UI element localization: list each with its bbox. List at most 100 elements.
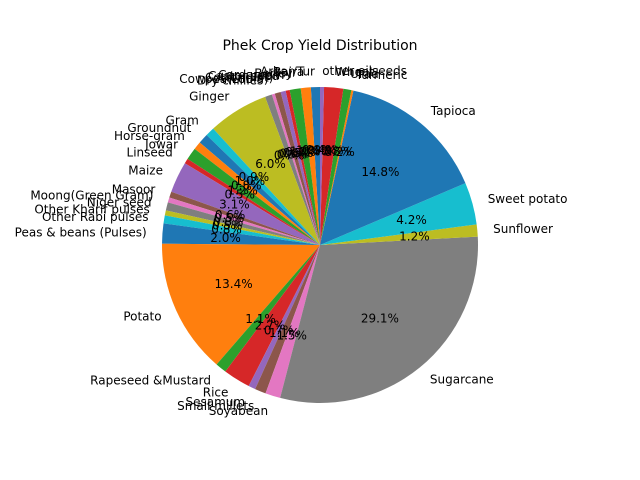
percent-label-other-rabi-pulses: 0.8%	[211, 223, 242, 237]
slice-other-rabi-pulses	[163, 215, 320, 245]
category-label-rice: Rice	[203, 386, 229, 400]
chart-title: Phek Crop Yield Distribution	[222, 38, 417, 54]
category-label-soyabean: Soyabean	[209, 404, 268, 418]
percent-label-rice: 2.7%	[255, 319, 286, 333]
slice-jowar	[187, 148, 320, 245]
slice-sesamum	[248, 245, 320, 390]
slice-small-millets	[255, 245, 320, 394]
percent-label-small-millets: 1.1%	[269, 326, 300, 340]
percent-label-cowpea-lobia: 0.3%	[277, 147, 308, 161]
slice-cotton-lint	[274, 91, 320, 245]
category-label-maize: Maize	[128, 163, 163, 177]
slice-horse-gram	[194, 142, 320, 245]
slice-niger-seed	[165, 202, 320, 245]
category-label-cardamom: Cardamom	[218, 68, 284, 82]
category-label-rapeseed-mustard: Rapeseed &Mustard	[90, 373, 211, 387]
slice-other-oilseeds	[320, 86, 325, 245]
percent-label-turmeric: 0.2%	[324, 145, 355, 159]
category-label-small-millets: Small millets	[177, 399, 254, 413]
percent-label-peas-beans-pulses: 2.0%	[210, 231, 241, 245]
slice-soyabean	[265, 245, 320, 398]
percent-label-horse-gram: 0.8%	[231, 178, 262, 192]
category-label-other-oilseeds: other oilseeds	[322, 64, 407, 78]
category-label-moong-green-gram: Moong(Green Gram)	[30, 189, 153, 203]
slice-tapioca	[320, 90, 466, 245]
slice-arhar-tur	[310, 87, 320, 245]
category-label-niger-seed: Niger seed	[87, 196, 152, 210]
slice-peas-beans-pulses	[162, 223, 320, 245]
percent-label-castor-seed: 0.5%	[283, 146, 314, 160]
category-label-masoor: Masoor	[112, 183, 156, 197]
category-label-other-kharif-pulses: Other Kharif pulses	[34, 203, 149, 217]
category-label-peas-beans-pulses: Peas & beans (Pulses)	[15, 225, 147, 239]
slice-sugarcane	[280, 236, 479, 404]
slice-cardamom	[285, 89, 320, 246]
category-label-linseed: Linseed	[127, 146, 173, 160]
percent-label-masoor: 0.6%	[215, 208, 246, 222]
percent-label-maize: 3.1%	[219, 197, 250, 211]
category-label-sugarcane: Sugarcane	[430, 373, 494, 387]
category-label-ginger: Ginger	[189, 90, 229, 104]
percent-label-sweet-potato: 4.2%	[396, 213, 427, 227]
category-label-urad: Urad	[350, 67, 379, 81]
category-label-arhar-tur: Arhar/Tur	[260, 64, 315, 78]
slice-gram	[206, 128, 320, 245]
category-label-other-rabi-pulses: Other Rabi pulses	[42, 210, 149, 224]
category-label-turmeric: Turmeric	[355, 68, 408, 82]
percent-label-groundnut: 1.0%	[235, 174, 266, 188]
slice-rice	[225, 245, 320, 386]
category-label-gram: Gram	[166, 113, 199, 127]
category-label-sesamum: Sesamum	[186, 395, 246, 409]
percent-label-urad: 0.8%	[321, 145, 352, 159]
category-label-dry-chillies: Dry chillies	[197, 74, 263, 88]
category-label-groundnut: Groundnut	[127, 121, 191, 135]
category-label-horse-gram: Horse-gram	[114, 129, 185, 143]
percent-label-rapeseed-mustard: 1.1%	[245, 312, 276, 326]
percent-label-other-oilseeds: 0.4%	[306, 143, 337, 157]
category-label-sunflower: Sunflower	[493, 222, 553, 236]
slice-ginger	[213, 96, 320, 245]
slice-other-kharif-pulses	[164, 210, 320, 245]
slice-wheat	[320, 87, 344, 245]
slice-sunflower	[320, 224, 478, 245]
slice-barley	[289, 88, 320, 245]
slice-linseed	[184, 158, 320, 245]
percent-label-linseed: 0.5%	[224, 188, 255, 202]
slice-urad	[320, 88, 352, 246]
category-label-sweet-potato: Sweet potato	[488, 192, 568, 206]
category-label-potato: Potato	[123, 310, 161, 324]
percent-label-moong-green-gram: 0.5%	[214, 211, 245, 225]
category-label-cotton-lint: Cotton(lint)	[205, 71, 273, 85]
percent-label-wheat: 1.9%	[313, 144, 344, 158]
percent-label-bajra: 1.0%	[296, 144, 327, 158]
slice-potato	[162, 243, 320, 365]
category-label-cowpea-lobia: Cowpea(Lobia)	[179, 72, 268, 86]
category-label-castor-seed: Castor seed	[208, 69, 279, 83]
slice-dry-chillies	[265, 94, 320, 245]
category-label-jowar: Jowar	[144, 138, 178, 152]
pie-slices	[162, 86, 479, 404]
slice-sweet-potato	[320, 183, 477, 245]
slice-masoor	[169, 191, 320, 245]
percent-label-gram: 0.9%	[239, 170, 270, 184]
percent-label-potato: 13.4%	[215, 277, 253, 291]
percent-label-tapioca: 14.8%	[361, 165, 399, 179]
slice-groundnut	[199, 135, 320, 245]
percent-label-jowar: 1.2%	[227, 183, 258, 197]
slice-castor-seed	[280, 90, 320, 245]
slice-cowpea-lobia	[271, 93, 320, 246]
slice-turmeric	[320, 90, 354, 245]
percent-label-arhar-tur: 0.9%	[302, 143, 333, 157]
percent-label-ginger: 6.0%	[255, 157, 286, 171]
percent-label-sunflower: 1.2%	[399, 229, 430, 243]
slice-maize	[171, 163, 320, 245]
percent-label-barley: 1.1%	[290, 144, 321, 158]
percent-label-niger-seed: 0.8%	[213, 215, 244, 229]
percent-label-other-kharif-pulses: 0.5%	[212, 219, 243, 233]
percent-label-sesamum: 0.7%	[264, 324, 295, 338]
percent-label-cardamom: 0.4%	[285, 145, 316, 159]
category-label-bajra: Bajra	[273, 65, 304, 79]
